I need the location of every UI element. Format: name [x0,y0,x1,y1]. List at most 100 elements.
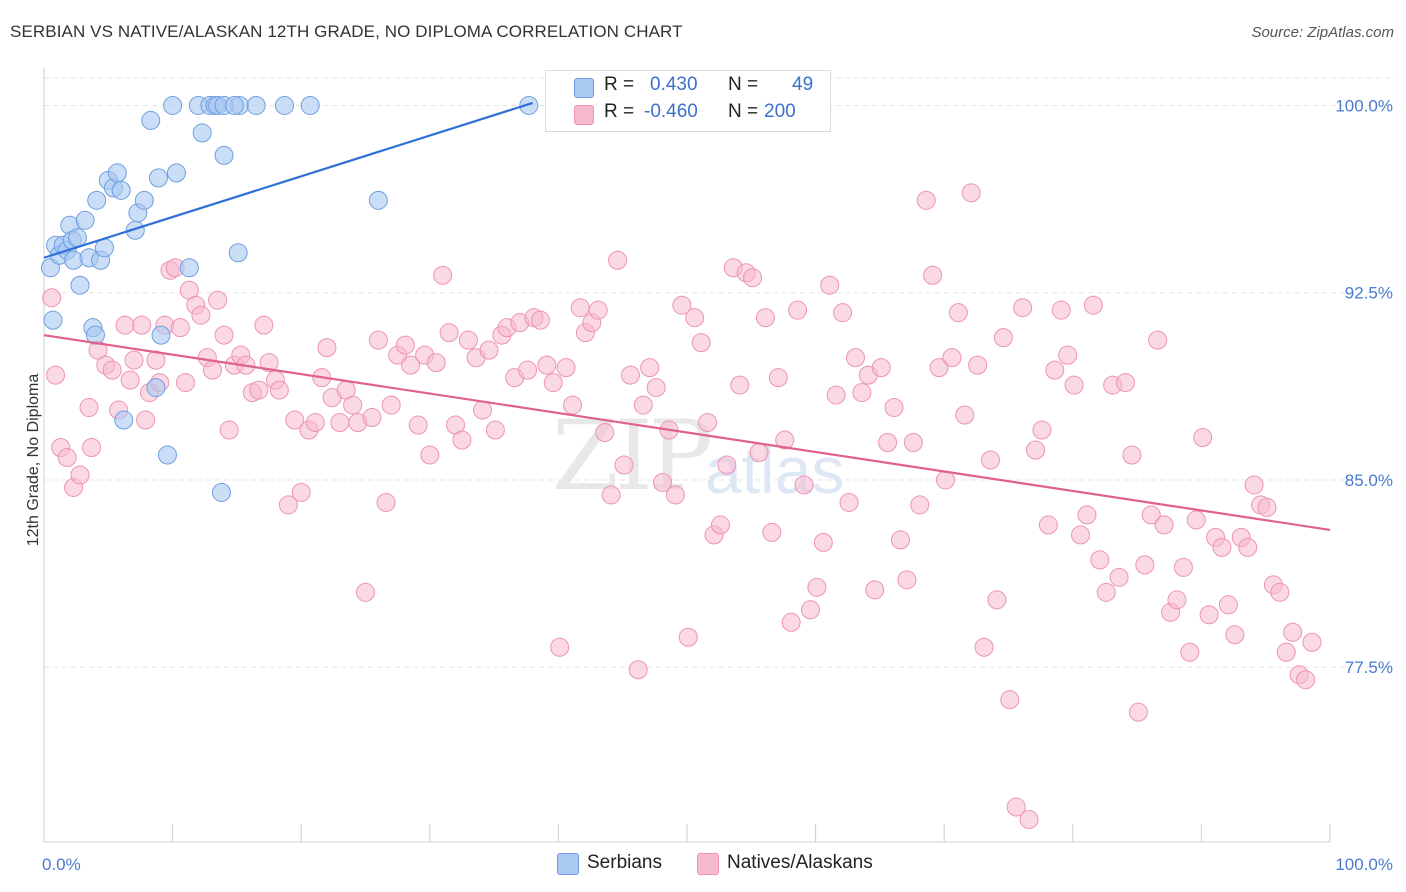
native-r-label: R = [604,101,635,122]
native-point [219,420,239,440]
watermark-zip: ZIP [552,400,713,512]
native-n-value: 200 [764,101,796,122]
native-point [646,378,666,398]
correlation-legend: R = 0.430 N = 49 R = -0.460 N = 200 [545,70,831,132]
native-point [1064,375,1084,395]
native-point [974,637,994,657]
serbian-point [163,95,183,115]
native-point [987,590,1007,610]
native-point [278,495,298,515]
native-point [923,265,943,285]
native-point [1186,510,1206,530]
y-axis-label: 12th Grade, No Diploma [25,374,42,547]
native-point [439,323,459,343]
native-point [1038,515,1058,535]
native-point [1167,590,1187,610]
native-point [259,353,279,373]
native-point [556,358,576,378]
chart-title: SERBIAN VS NATIVE/ALASKAN 12TH GRADE, NO… [10,22,683,41]
native-point [749,443,769,463]
native-point [628,660,648,680]
native-point [1173,557,1193,577]
native-point [70,465,90,485]
native-point [120,370,140,390]
x-ticks [43,824,1331,842]
native-point [408,415,428,435]
native-point [485,420,505,440]
native-point [291,482,311,502]
native-point [530,310,550,330]
native-point [191,305,211,325]
serbian-point [214,145,234,165]
native-point [208,290,228,310]
serbian-point [246,95,266,115]
x-tick-labels: 0.0% 100.0% [42,855,1393,874]
serbian-point [192,123,212,143]
natives-swatch [697,853,719,875]
native-point [730,375,750,395]
native-point [1083,295,1103,315]
native-point [79,398,99,418]
native-point [1122,445,1142,465]
native-point [452,430,472,450]
native-point [1199,605,1219,625]
native-point [653,472,673,492]
native-point [1090,550,1110,570]
x-tick-label: 100.0% [1335,855,1393,874]
native-point [775,430,795,450]
serbian-trend-line [43,101,534,259]
native-point [1154,515,1174,535]
native-point [691,333,711,353]
serbian-point [368,190,388,210]
native-point [1032,420,1052,440]
serbian-point [166,163,186,183]
native-point [537,355,557,375]
native-point [640,358,660,378]
native-point [633,395,653,415]
native-point [1109,567,1129,587]
native-n-label: N = [728,101,759,122]
native-point [1270,582,1290,602]
serbian-point [151,325,171,345]
native-point [781,612,801,632]
serbian-point [224,95,244,115]
y-tick-label: 100.0% [1335,96,1393,115]
serbian-swatch [574,78,594,98]
serbian-point [211,482,231,502]
serbian-point [274,95,294,115]
native-point [755,308,775,328]
native-point [1045,360,1065,380]
native-point [170,318,190,338]
native-point [1000,690,1020,710]
native-point [595,423,615,443]
native-points [42,183,1322,830]
native-point [381,395,401,415]
native-point [420,445,440,465]
native-point [317,338,337,358]
serbian-point [157,445,177,465]
native-point [82,438,102,458]
native-point [993,328,1013,348]
native-point [362,408,382,428]
native-point [1019,810,1039,830]
native-point [1276,642,1296,662]
serbian-point [107,163,127,183]
native-point [46,365,66,385]
serbians-label: Serbians [587,852,662,873]
native-point [601,485,621,505]
serbian-point [134,190,154,210]
native-point [249,380,269,400]
native-point [376,492,396,512]
native-point [845,348,865,368]
native-point [1225,625,1245,645]
native-point [942,348,962,368]
native-point [839,492,859,512]
serbian-point [87,190,107,210]
native-point [788,300,808,320]
native-point [948,303,968,323]
native-point [132,315,152,335]
native-point [330,413,350,433]
serbian-point [114,410,134,430]
native-point [813,532,833,552]
